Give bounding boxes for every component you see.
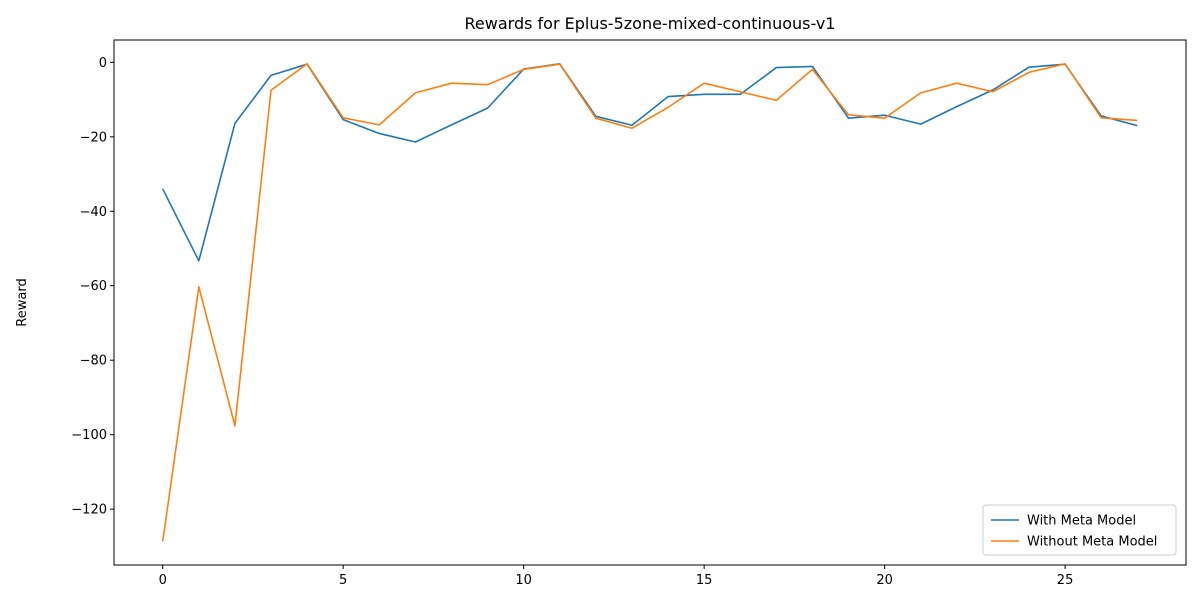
- legend-label: Without Meta Model: [1027, 535, 1157, 550]
- data-point: [595, 117, 597, 119]
- data-point: [415, 92, 417, 94]
- y-tick-label: −80: [80, 354, 107, 369]
- data-point: [739, 91, 741, 93]
- data-point: [667, 107, 669, 109]
- data-point: [920, 123, 922, 125]
- y-tick-label: −120: [71, 503, 107, 518]
- data-point: [198, 286, 200, 288]
- data-point: [739, 94, 741, 96]
- x-tick-label: 25: [1057, 573, 1074, 588]
- data-point: [703, 82, 705, 84]
- data-point: [198, 260, 200, 262]
- chart-title: Rewards for Eplus-5zone-mixed-continuous…: [465, 14, 836, 33]
- data-point: [884, 117, 886, 119]
- data-point: [415, 141, 417, 143]
- data-point: [956, 106, 958, 108]
- data-point: [992, 91, 994, 93]
- data-point: [342, 117, 344, 119]
- data-point: [487, 84, 489, 86]
- data-point: [776, 100, 778, 102]
- data-point: [956, 82, 958, 84]
- data-point: [162, 188, 164, 190]
- data-point: [1136, 125, 1138, 127]
- legend-label: With Meta Model: [1027, 514, 1136, 529]
- data-point: [812, 66, 814, 68]
- data-point: [667, 96, 669, 98]
- data-point: [812, 69, 814, 71]
- data-point: [992, 89, 994, 91]
- y-axis-ticks: −120 −100 −80 −60 −40 −20 0: [71, 56, 114, 518]
- x-tick-label: 10: [515, 573, 532, 588]
- data-point: [848, 114, 850, 116]
- data-point: [920, 92, 922, 94]
- series-lines: [161, 63, 1138, 543]
- data-point: [631, 127, 633, 129]
- data-point: [1028, 72, 1030, 74]
- data-point: [306, 63, 308, 65]
- data-point: [378, 124, 380, 126]
- data-point: [234, 425, 236, 427]
- data-point: [523, 69, 525, 71]
- data-point: [631, 124, 633, 126]
- data-point: [342, 119, 344, 121]
- data-point: [162, 541, 164, 543]
- x-tick-label: 0: [159, 573, 167, 588]
- data-point: [1064, 63, 1066, 65]
- data-point: [378, 133, 380, 135]
- data-point: [451, 82, 453, 84]
- data-point: [884, 114, 886, 116]
- data-point: [451, 124, 453, 126]
- legend-box: [982, 504, 1177, 556]
- x-tick-label: 15: [696, 573, 713, 588]
- data-point: [234, 123, 236, 125]
- y-axis-label: Reward: [15, 278, 30, 326]
- data-point: [1028, 66, 1030, 68]
- x-tick-label: 5: [339, 573, 347, 588]
- y-tick-label: −100: [71, 428, 107, 443]
- data-point: [703, 94, 705, 96]
- x-axis-ticks: 0 5 10 15 20 25: [159, 565, 1074, 588]
- data-point: [776, 67, 778, 69]
- series-line-2: [161, 63, 1138, 542]
- plot-frame: [113, 39, 1187, 566]
- data-point: [1136, 120, 1138, 122]
- data-point: [270, 89, 272, 91]
- data-point: [487, 107, 489, 109]
- x-tick-label: 20: [876, 573, 893, 588]
- y-tick-label: −20: [80, 130, 107, 145]
- data-point: [848, 117, 850, 119]
- data-point: [270, 75, 272, 77]
- y-tick-label: −60: [80, 279, 107, 294]
- data-point: [1100, 117, 1102, 119]
- legend: With Meta Model Without Meta Model: [982, 504, 1177, 556]
- y-tick-label: 0: [99, 56, 107, 71]
- data-point: [559, 63, 561, 65]
- y-tick-label: −40: [80, 205, 107, 220]
- series-line-1: [162, 63, 1138, 262]
